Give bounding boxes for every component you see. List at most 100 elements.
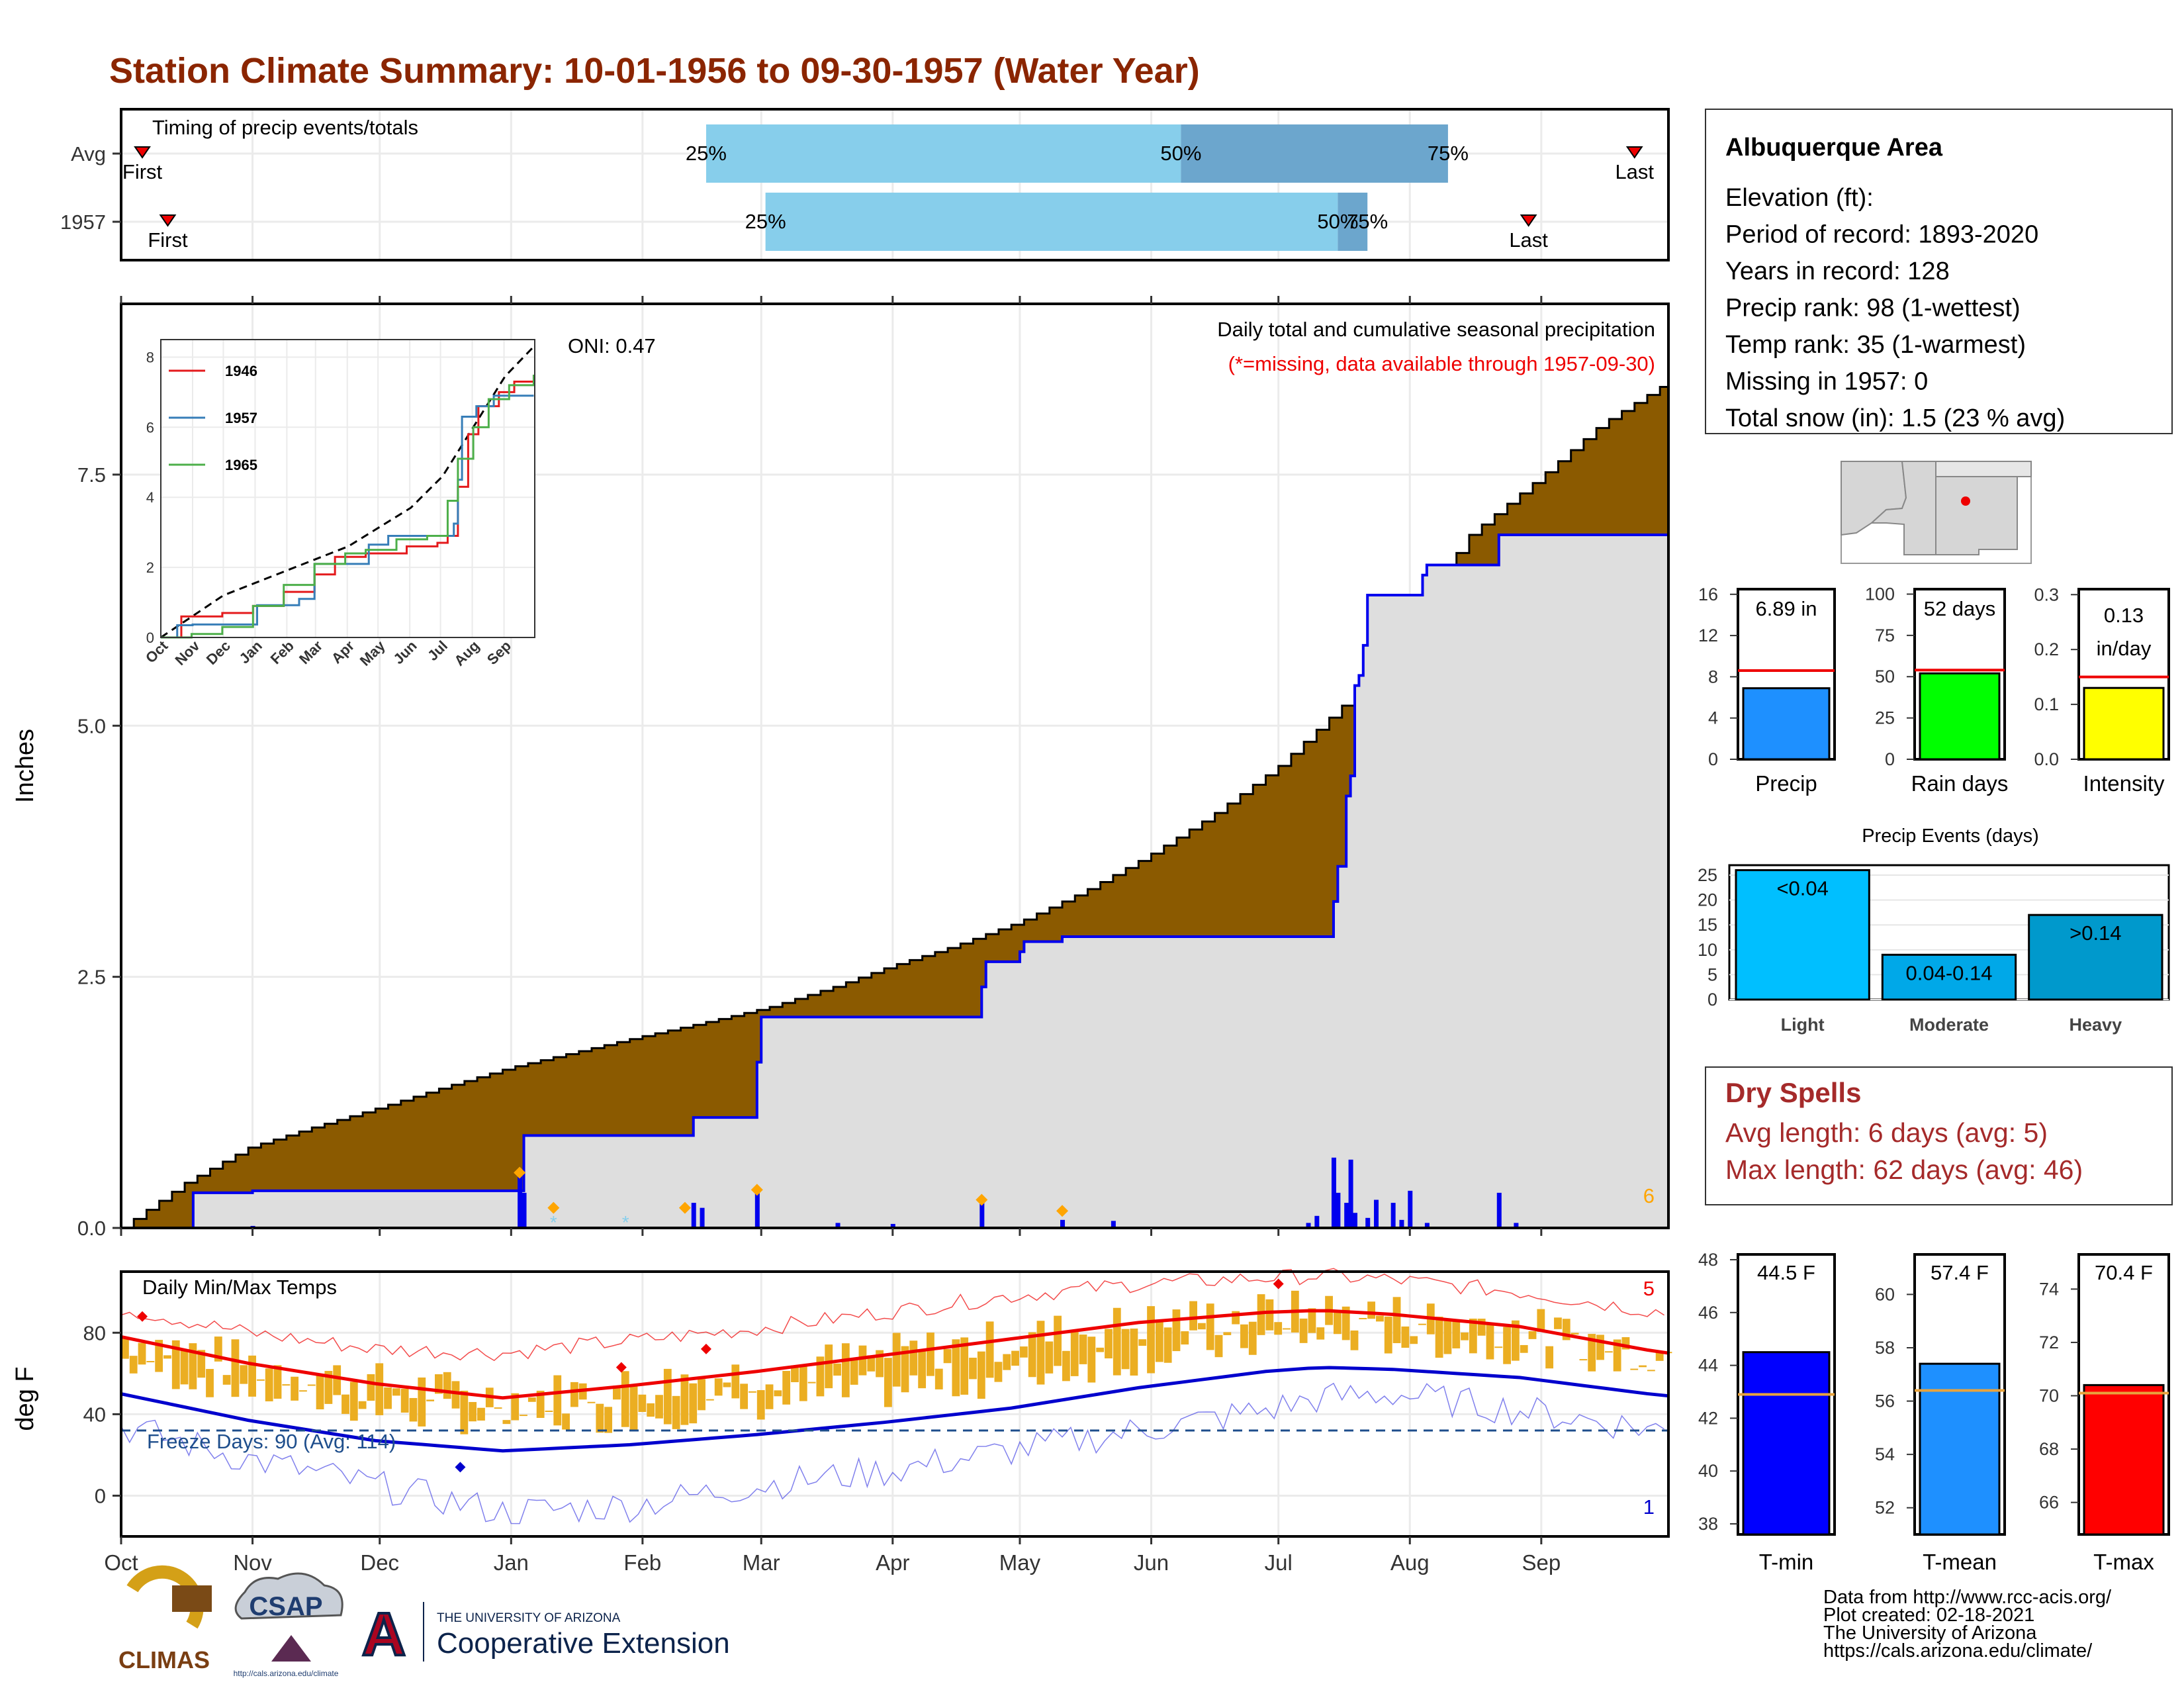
timing-bar-q25-q50 xyxy=(705,124,1181,183)
daily-temp-range-bar xyxy=(1647,1370,1655,1372)
ua-logo: A THE UNIVERSITY OF ARIZONA Cooperative … xyxy=(361,1599,730,1669)
daily-temp-range-bar xyxy=(918,1350,927,1389)
small-bar-y-tick: 4 xyxy=(1708,708,1718,728)
daily-precip-bar xyxy=(1514,1223,1519,1228)
daily-temp-range-bar xyxy=(1333,1309,1342,1335)
events-y-tick: 10 xyxy=(1698,940,1717,960)
daily-temp-range-bar xyxy=(1469,1318,1477,1354)
temp-bar-y-tick: 66 xyxy=(2039,1493,2059,1513)
inset-frame xyxy=(160,339,535,638)
daily-temp-range-bar xyxy=(1130,1329,1138,1376)
daily-temp-range-bar xyxy=(299,1390,307,1392)
daily-temp-range-bar xyxy=(1011,1350,1019,1366)
daily-precip-bar xyxy=(1399,1219,1404,1228)
daily-temp-range-bar xyxy=(1452,1321,1461,1348)
daily-temp-range-bar xyxy=(629,1385,638,1430)
daily-temp-range-bar xyxy=(714,1378,723,1396)
events-y-tick: 20 xyxy=(1698,890,1717,910)
precip-corner-count: 6 xyxy=(1643,1184,1655,1207)
avg-tmin-line xyxy=(120,1366,1669,1453)
timing-bar-q50-q75 xyxy=(1338,193,1368,251)
daily-temp-range-bar xyxy=(969,1358,977,1380)
month-label: Jan xyxy=(494,1550,529,1575)
daily-temp-range-bar xyxy=(1189,1301,1197,1331)
daily-temp-range-bar xyxy=(384,1387,392,1409)
daily-temp-range-bar xyxy=(477,1407,485,1421)
daily-temp-range-bar xyxy=(1232,1311,1240,1325)
daily-temp-range-bar xyxy=(562,1413,570,1430)
timing-q25-label: 25% xyxy=(686,142,727,165)
timing-q50-label: 50% xyxy=(1317,210,1358,233)
temp-bar-category: T-mean xyxy=(1923,1550,1997,1574)
daily-temp-range-bar xyxy=(409,1397,418,1422)
events-y-tick: 0 xyxy=(1707,990,1717,1009)
daily-precip-bar xyxy=(1348,1159,1353,1228)
record-temp-marker xyxy=(1273,1278,1284,1289)
credits: Data from http://www.rcc-acis.org/ Plot … xyxy=(1823,1587,2112,1662)
event-marker xyxy=(976,1194,988,1206)
daily-temp-range-bar xyxy=(1283,1328,1291,1330)
daily-temp-range-bar xyxy=(1655,1351,1664,1361)
daily-temp-range-bar xyxy=(1197,1323,1206,1330)
temp-bar-value-label: 44.5 F xyxy=(1757,1261,1815,1284)
daily-temp-range-bar xyxy=(604,1407,613,1433)
daily-precip-bar xyxy=(1060,1219,1066,1228)
events-bar xyxy=(2028,914,2163,1001)
daily-temp-range-bar xyxy=(825,1344,833,1389)
daily-temp-range-bar xyxy=(841,1343,850,1397)
event-marker xyxy=(678,1201,691,1214)
month-label: May xyxy=(999,1550,1041,1575)
daily-temp-range-bar xyxy=(1248,1321,1257,1355)
timing-q75-label: 75% xyxy=(1428,142,1469,165)
ua-name: THE UNIVERSITY OF ARIZONA xyxy=(437,1611,621,1625)
small-bar-value-label: 6.89 in xyxy=(1755,597,1817,620)
small-bar-y-tick: 0.0 xyxy=(2034,749,2059,769)
event-marker xyxy=(751,1184,763,1196)
daily-temp-range-bar xyxy=(435,1374,443,1394)
events-bar-label: <0.04 xyxy=(1776,877,1828,900)
events-category: Heavy xyxy=(2070,1015,2122,1035)
last-label: Last xyxy=(1509,228,1548,252)
daily-temp-range-bar xyxy=(240,1365,248,1384)
month-label: Feb xyxy=(623,1550,661,1575)
dry-spells-max: Max length: 62 days (avg: 46) xyxy=(1725,1154,2083,1185)
daily-temp-range-bar xyxy=(265,1368,273,1401)
daily-temp-range-bar xyxy=(163,1355,171,1359)
daily-temp-range-bar xyxy=(1308,1308,1316,1333)
daily-temp-range-bar xyxy=(1511,1320,1520,1361)
last-event-marker xyxy=(1625,146,1643,159)
daily-temp-range-bar xyxy=(451,1381,460,1409)
first-event-marker xyxy=(134,146,151,159)
event-marker xyxy=(514,1166,526,1179)
daily-temp-range-bar xyxy=(1410,1336,1418,1344)
daily-temp-range-bar xyxy=(876,1350,884,1378)
y-tick-label: 2.5 xyxy=(77,966,106,989)
daily-precip-bar xyxy=(835,1223,841,1228)
daily-precip-bar xyxy=(700,1207,705,1228)
oni-label: ONI: 0.47 xyxy=(568,334,656,357)
daily-temp-range-bar xyxy=(1147,1306,1155,1374)
temp-bar-y-tick: 52 xyxy=(1875,1498,1895,1518)
small-bar-y-tick: 0.2 xyxy=(2034,639,2059,659)
temp-bar-y-tick: 46 xyxy=(1698,1303,1718,1323)
first-event-marker xyxy=(159,214,177,227)
daily-temp-range-bar xyxy=(867,1355,876,1372)
small-bar-y-tick: 100 xyxy=(1865,584,1895,604)
month-label: Nov xyxy=(233,1550,272,1575)
event-marker xyxy=(1056,1205,1069,1217)
station-info-line: Years in record: 128 xyxy=(1725,258,1950,285)
daily-temp-range-bar xyxy=(1054,1315,1062,1366)
events-bar xyxy=(1881,953,2017,1001)
month-label: Oct xyxy=(104,1550,138,1575)
daily-temp-range-bar xyxy=(375,1363,384,1415)
temp-ylabel: deg F xyxy=(11,1366,39,1430)
event-marker xyxy=(547,1201,560,1214)
daily-temp-range-bar xyxy=(155,1340,163,1372)
observed-cumulative-line xyxy=(121,534,1668,1229)
temp-bar-value xyxy=(1919,1362,2001,1536)
y-tick-label: 5.0 xyxy=(77,714,106,737)
freeze-days-label: Freeze Days: 90 (Avg: 114) xyxy=(147,1430,396,1453)
small-bar-category: Rain days xyxy=(1911,771,2009,796)
daily-temp-range-bar xyxy=(1520,1344,1528,1353)
daily-temp-range-bar xyxy=(197,1350,206,1378)
